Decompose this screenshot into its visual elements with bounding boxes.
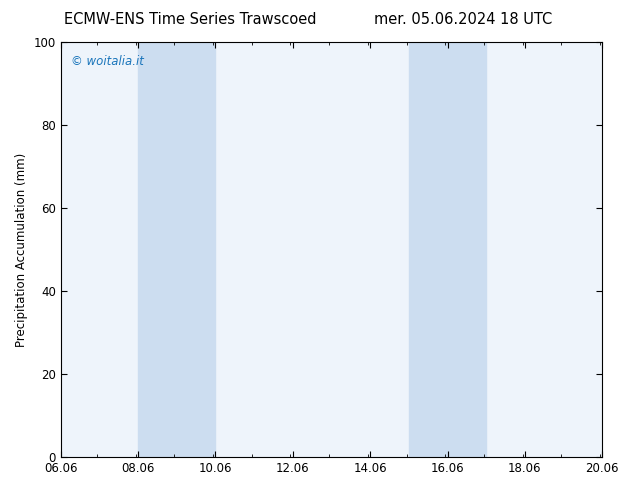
- Bar: [138, 42, 216, 457]
- Bar: [409, 42, 486, 457]
- Text: © woitalia.it: © woitalia.it: [72, 54, 145, 68]
- Y-axis label: Precipitation Accumulation (mm): Precipitation Accumulation (mm): [15, 152, 28, 347]
- Text: ECMW-ENS Time Series Trawscoed: ECMW-ENS Time Series Trawscoed: [64, 12, 316, 27]
- Text: mer. 05.06.2024 18 UTC: mer. 05.06.2024 18 UTC: [373, 12, 552, 27]
